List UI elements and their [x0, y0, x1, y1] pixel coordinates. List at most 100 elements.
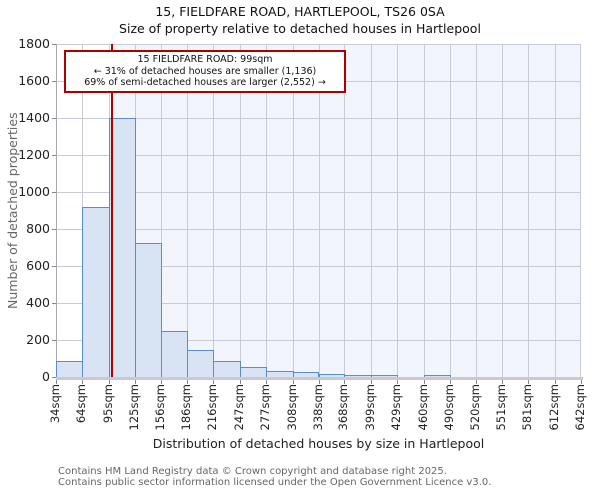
gridline-x	[265, 44, 267, 377]
x-tick-mark	[265, 380, 267, 384]
x-tick-mark	[187, 380, 189, 384]
gridline-x	[502, 44, 504, 377]
gridline-x	[580, 44, 581, 377]
x-tick-label: 520sqm	[467, 384, 482, 431]
property-annotation-box: 15 FIELDFARE ROAD: 99sqm ← 31% of detach…	[64, 50, 346, 93]
x-tick-label: 460sqm	[415, 384, 430, 431]
y-tick-label: 600	[26, 258, 50, 273]
x-tick-mark	[108, 380, 110, 384]
histogram-bar	[318, 374, 346, 377]
histogram-bar	[187, 350, 215, 377]
chart-title: 15, FIELDFARE ROAD, HARTLEPOOL, TS26 0SA	[155, 4, 445, 19]
y-tick-label: 1400	[18, 110, 50, 125]
gridline-x	[555, 44, 557, 377]
x-tick-label: 64sqm	[73, 384, 88, 424]
y-tick-label: 200	[26, 332, 50, 347]
x-tick-mark	[161, 380, 163, 384]
x-tick-mark	[502, 380, 504, 384]
x-tick-mark	[213, 380, 215, 384]
histogram-bar	[56, 361, 83, 377]
y-tick-mark	[52, 303, 56, 304]
y-axis-title: Number of detached properties	[5, 112, 20, 309]
histogram-bar	[344, 375, 373, 377]
x-tick-label: 34sqm	[48, 384, 62, 424]
histogram-bar	[81, 206, 110, 377]
larger-than-property-shade	[112, 44, 581, 377]
gridline-x	[528, 44, 530, 377]
x-tick-mark	[318, 380, 320, 384]
x-tick-label: 581sqm	[520, 384, 535, 431]
x-tick-label: 612sqm	[547, 384, 562, 431]
x-tick-mark	[581, 380, 582, 384]
gridline-x	[397, 44, 399, 377]
annotation-line-1: 15 FIELDFARE ROAD: 99sqm	[137, 54, 273, 65]
histogram-bar	[108, 118, 136, 377]
gridline-x	[292, 44, 294, 377]
x-tick-label: 551sqm	[494, 384, 509, 431]
x-axis-title: Distribution of detached houses by size …	[152, 436, 485, 451]
y-tick-label: 1000	[18, 184, 50, 199]
x-tick-label: 368sqm	[336, 384, 351, 431]
x-tick-label: 338sqm	[310, 384, 325, 431]
x-tick-label: 642sqm	[573, 384, 587, 431]
x-tick-mark	[371, 380, 373, 384]
x-tick-mark	[292, 380, 294, 384]
x-axis-spine	[56, 377, 583, 380]
gridline-x	[318, 44, 320, 377]
x-tick-mark	[449, 380, 451, 384]
x-tick-label: 156sqm	[153, 384, 168, 431]
y-tick-mark	[52, 192, 56, 193]
gridline-x	[371, 44, 373, 377]
gridline-x	[161, 44, 163, 377]
x-tick-label: 247sqm	[231, 384, 246, 431]
x-tick-mark	[134, 380, 136, 384]
histogram-bar	[292, 372, 320, 377]
chart-subtitle: Size of property relative to detached ho…	[119, 21, 481, 36]
x-tick-label: 95sqm	[100, 384, 115, 424]
y-tick-mark	[52, 377, 56, 378]
x-tick-label: 490sqm	[441, 384, 456, 431]
x-tick-mark	[475, 380, 477, 384]
x-tick-mark	[423, 380, 425, 384]
x-tick-label: 277sqm	[257, 384, 272, 431]
y-tick-label: 800	[26, 221, 50, 236]
gridline-x	[475, 44, 477, 377]
y-tick-mark	[52, 229, 56, 230]
y-tick-mark	[52, 266, 56, 267]
y-axis-spine	[56, 44, 57, 377]
histogram-bar	[161, 330, 189, 377]
y-tick-mark	[52, 44, 56, 45]
y-tick-mark	[52, 81, 56, 82]
attribution-line-1: Contains HM Land Registry data © Crown c…	[58, 466, 447, 477]
x-tick-label: 399sqm	[363, 384, 378, 431]
gridline-x	[423, 44, 425, 377]
gridline-x	[449, 44, 451, 377]
property-size-marker-line	[111, 44, 114, 377]
y-tick-mark	[52, 155, 56, 156]
x-tick-mark	[555, 380, 557, 384]
histogram-bar	[134, 242, 163, 377]
y-tick-mark	[52, 340, 56, 341]
y-tick-label: 0	[42, 369, 50, 384]
x-tick-label: 125sqm	[126, 384, 141, 431]
x-tick-mark	[344, 380, 346, 384]
x-tick-label: 429sqm	[389, 384, 404, 431]
histogram-bar	[423, 375, 451, 377]
histogram-bar	[239, 366, 267, 377]
histogram-bar	[265, 371, 294, 377]
x-tick-mark	[397, 380, 399, 384]
gridline-x	[213, 44, 215, 377]
x-tick-label: 308sqm	[284, 384, 299, 431]
plot-area	[56, 44, 581, 377]
histogram-bar	[371, 375, 399, 377]
gridline-x	[187, 44, 189, 377]
gridline-x	[344, 44, 346, 377]
x-tick-label: 216sqm	[205, 384, 220, 431]
x-tick-mark	[56, 380, 57, 384]
y-tick-label: 1800	[18, 36, 50, 51]
y-tick-label: 1600	[18, 73, 50, 88]
x-tick-label: 186sqm	[179, 384, 194, 431]
y-tick-label: 400	[26, 295, 50, 310]
attribution-line-2: Contains public sector information licen…	[58, 477, 492, 488]
